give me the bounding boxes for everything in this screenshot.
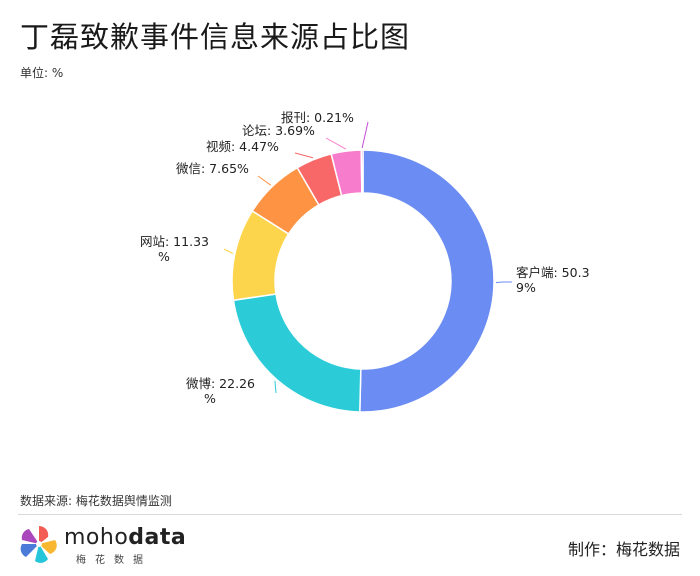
maker-credit: 制作：梅花数据 — [567, 540, 680, 559]
leader-line-视频 — [294, 152, 314, 159]
slice-label-客户端: 客户端: 50.3 9% — [516, 265, 590, 295]
slice-label-网站: 网站: 11.33% — [140, 234, 209, 264]
leader-line-微博 — [274, 380, 277, 394]
brand-name: mohodata — [64, 525, 186, 550]
brand-logo: mohodata 梅花数据 — [18, 523, 186, 567]
slice-微博 — [232, 293, 362, 413]
brand-name-light: moho — [64, 525, 129, 550]
slice-label-论坛: 论坛: 3.69% — [242, 123, 315, 138]
leader-line-客户端 — [495, 281, 512, 284]
leader-line-论坛 — [325, 137, 347, 150]
leader-line-微信 — [257, 175, 272, 186]
slice-label-报刊: 报刊: 0.21% — [281, 110, 354, 125]
slice-客户端 — [359, 149, 495, 413]
unit-label: 单位: % — [20, 66, 64, 80]
data-source: 数据来源: 梅花数据舆情监测 — [20, 494, 172, 508]
slice-报刊 — [360, 149, 364, 194]
slice-label-视频: 视频: 4.47% — [206, 139, 279, 154]
footer-divider — [18, 514, 682, 515]
pinwheel-logo-icon — [20, 525, 57, 563]
brand-subtitle: 梅花数据 — [76, 555, 152, 566]
leader-line-网站 — [223, 248, 234, 254]
brand-name-bold: data — [128, 525, 187, 550]
slice-label-微信: 微信: 7.65% — [176, 161, 249, 176]
donut-chart: 客户端: 50.3 9% 微博: 22.26 % 网站: 11.33 % 微信: 7.65%… — [140, 110, 590, 413]
chart-title: 丁磊致歉事件信息来源占比图 — [20, 20, 411, 54]
slice-label-微博: 微博: 22.26% — [186, 376, 255, 406]
leader-line-报刊 — [361, 121, 369, 149]
